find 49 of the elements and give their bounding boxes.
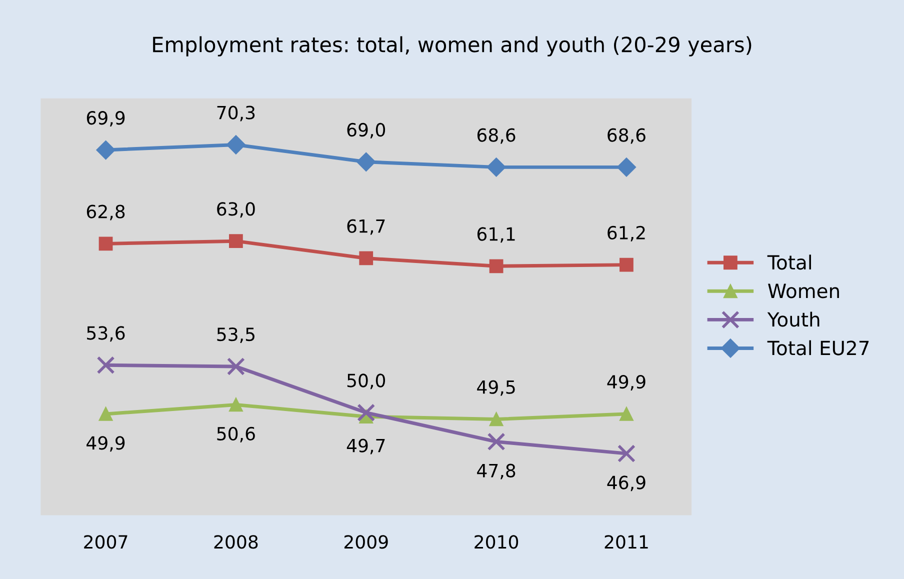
point xyxy=(98,236,113,251)
point xyxy=(489,412,504,426)
legend-label: Youth xyxy=(767,312,820,327)
data-label: 68,6 xyxy=(477,128,516,144)
point xyxy=(226,135,246,154)
point xyxy=(96,140,116,160)
data-label: 49,7 xyxy=(346,438,385,454)
data-label: 69,0 xyxy=(347,122,386,138)
point xyxy=(356,152,376,172)
legend-label: Women xyxy=(768,284,839,298)
point xyxy=(357,404,376,422)
data-label: 61,2 xyxy=(608,226,645,242)
point xyxy=(226,357,245,376)
data-label: 50,6 xyxy=(217,426,255,442)
data-label: 50,0 xyxy=(347,374,386,390)
point xyxy=(98,407,113,421)
x-tick-label: 2010 xyxy=(474,535,518,549)
point xyxy=(620,258,634,272)
point xyxy=(617,444,636,463)
point xyxy=(229,234,243,248)
data-label: 63,0 xyxy=(217,202,255,218)
point xyxy=(620,407,634,421)
chart-title: Employment rates: total, women and youth (20-29 years) xyxy=(153,36,752,56)
data-label: 61,7 xyxy=(347,219,385,235)
x-tick-label: 2009 xyxy=(344,535,388,549)
point xyxy=(359,251,374,266)
data-label: 49,5 xyxy=(477,380,515,396)
data-label: 68,6 xyxy=(608,128,646,144)
point xyxy=(486,158,506,177)
data-label: 70,3 xyxy=(217,106,255,122)
data-label: 49,9 xyxy=(607,374,646,390)
data-label: 47,8 xyxy=(477,464,516,480)
x-tick-label: 2008 xyxy=(214,535,258,549)
data-label: 61,1 xyxy=(477,227,515,243)
data-label: 69,9 xyxy=(86,111,125,127)
data-label: 53,6 xyxy=(87,326,125,342)
data-label: 46,9 xyxy=(607,476,646,492)
x-tick-label: 2011 xyxy=(604,535,648,549)
x-tick-label: 2007 xyxy=(84,535,128,549)
data-label: 62,8 xyxy=(86,204,125,220)
point xyxy=(489,259,504,274)
data-label: 49,9 xyxy=(86,436,125,452)
legend-label: Total xyxy=(767,254,811,270)
point xyxy=(96,356,115,374)
legend-label: Total EU27 xyxy=(767,340,869,356)
data-label: 53,5 xyxy=(217,327,254,343)
point xyxy=(487,432,506,451)
point xyxy=(229,398,243,412)
point xyxy=(616,158,636,177)
